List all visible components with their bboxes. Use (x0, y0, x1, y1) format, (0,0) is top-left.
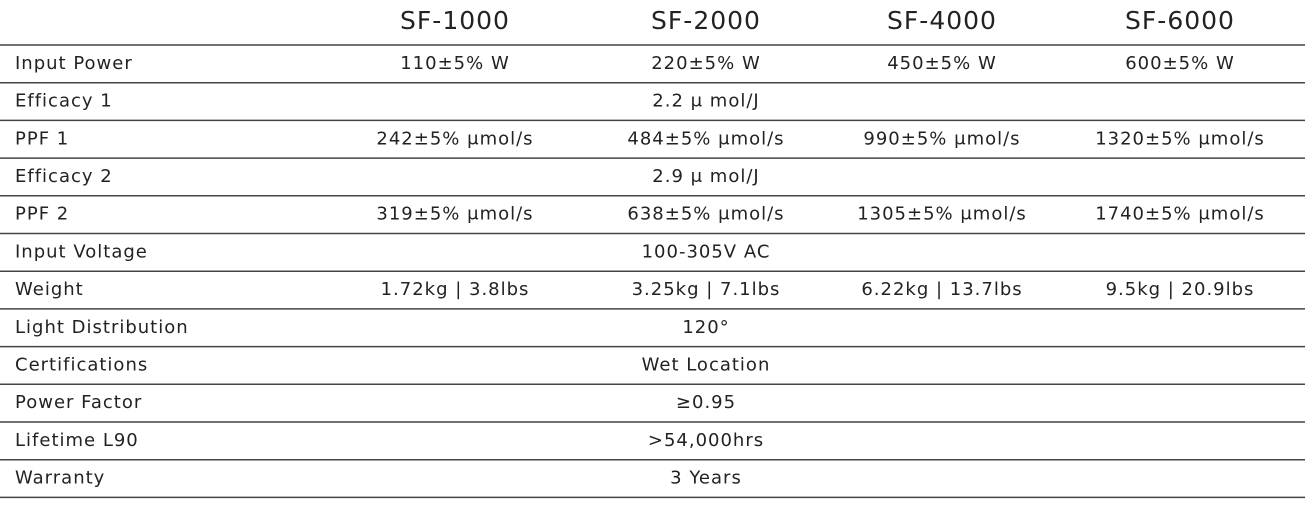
row-label: Input Voltage (15, 241, 148, 262)
row-label: Efficacy 2 (15, 166, 113, 187)
cell-value: 3.25kg | 7.1lbs (632, 279, 781, 300)
row-label: PPF 2 (15, 204, 69, 225)
cell-value: Wet Location (642, 354, 771, 375)
cell-value: 2.9 μ mol/J (652, 166, 759, 187)
row-label: Certifications (15, 354, 148, 375)
row-label: Lifetime L90 (15, 430, 139, 451)
cell-value: 3 Years (670, 468, 742, 489)
cell-value: 319±5% μmol/s (376, 204, 533, 225)
row-label: Input Power (15, 53, 133, 74)
cell-value: 450±5% W (887, 53, 997, 74)
cell-value: 1320±5% μmol/s (1095, 128, 1265, 149)
cell-value: 1.72kg | 3.8lbs (381, 279, 530, 300)
cell-value: 242±5% μmol/s (376, 128, 533, 149)
row-label: Power Factor (15, 392, 142, 413)
column-header: SF-2000 (651, 6, 761, 35)
cell-value: 1740±5% μmol/s (1095, 204, 1265, 225)
cell-value: 6.22kg | 13.7lbs (861, 279, 1022, 300)
cell-value: 484±5% μmol/s (627, 128, 784, 149)
cell-value: 110±5% W (400, 53, 510, 74)
cell-value: 220±5% W (651, 53, 761, 74)
column-header: SF-1000 (400, 6, 510, 35)
row-label: Light Distribution (15, 317, 189, 338)
row-label: Efficacy 1 (15, 91, 113, 112)
cell-value: 120° (682, 317, 729, 338)
column-header: SF-6000 (1125, 6, 1235, 35)
row-label: PPF 1 (15, 128, 69, 149)
column-header: SF-4000 (887, 6, 997, 35)
cell-value: 600±5% W (1125, 53, 1235, 74)
cell-value: 990±5% μmol/s (863, 128, 1020, 149)
cell-value: >54,000hrs (648, 430, 764, 451)
row-label: Warranty (15, 468, 105, 489)
cell-value: 1305±5% μmol/s (857, 204, 1027, 225)
cell-value: 9.5kg | 20.9lbs (1106, 279, 1255, 300)
cell-value: 638±5% μmol/s (627, 204, 784, 225)
row-label: Weight (15, 279, 84, 300)
cell-value: 100-305V AC (642, 241, 771, 262)
cell-value: ≥0.95 (676, 392, 736, 413)
cell-value: 2.2 μ mol/J (652, 91, 759, 112)
